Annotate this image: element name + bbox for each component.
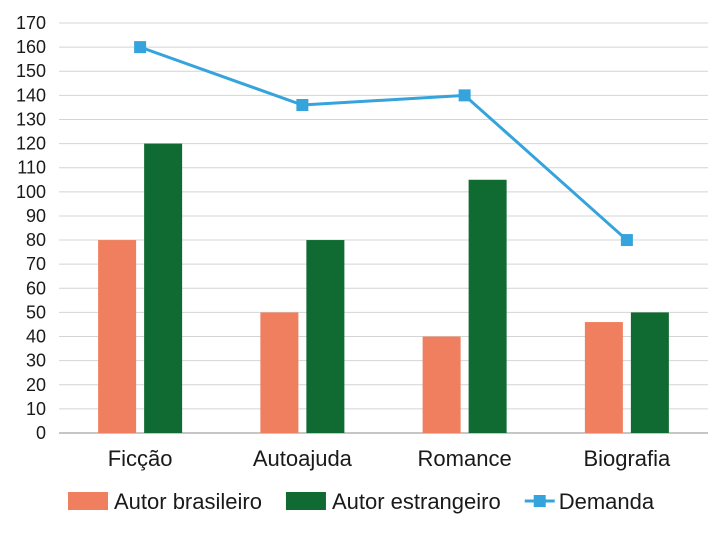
- bar: [422, 336, 461, 433]
- y-tick-label: 160: [16, 37, 46, 57]
- legend-marker: [533, 495, 546, 507]
- y-tick-label: 120: [16, 134, 46, 154]
- bar: [260, 312, 299, 433]
- bar: [144, 143, 183, 433]
- bar: [306, 240, 345, 433]
- line-point: [134, 41, 147, 54]
- x-tick-label: Biografia: [583, 446, 671, 471]
- y-tick-label: 60: [26, 278, 46, 298]
- bar: [584, 322, 623, 433]
- line-point: [296, 99, 309, 111]
- bar: [630, 312, 669, 433]
- y-tick-label: 100: [16, 182, 46, 202]
- bar: [468, 179, 507, 433]
- y-tick-label: 10: [26, 399, 46, 419]
- legend-label: Autor estrangeiro: [332, 489, 501, 514]
- y-tick-label: 70: [26, 254, 46, 274]
- y-tick-label: 0: [36, 423, 46, 443]
- line-point: [458, 89, 471, 102]
- y-tick-label: 170: [16, 13, 46, 33]
- legend-swatch: [285, 492, 326, 510]
- line-point: [620, 234, 633, 247]
- legend-swatch: [68, 492, 108, 510]
- y-tick-label: 110: [17, 158, 46, 178]
- y-tick-label: 150: [16, 61, 46, 81]
- legend-label: Demanda: [559, 489, 655, 514]
- x-tick-label: Ficção: [108, 446, 173, 471]
- legend-label: Autor brasileiro: [114, 489, 262, 514]
- y-tick-label: 40: [26, 327, 46, 347]
- y-tick-label: 20: [26, 375, 46, 395]
- y-tick-label: 30: [26, 351, 46, 371]
- x-tick-label: Autoajuda: [253, 446, 353, 471]
- x-tick-label: Romance: [418, 446, 512, 471]
- series-line-demanda: [139, 45, 628, 242]
- y-tick-label: 50: [26, 302, 46, 322]
- bar: [98, 240, 137, 433]
- y-tick-label: 140: [16, 85, 46, 105]
- y-tick-label: 80: [26, 230, 46, 250]
- y-tick-label: 90: [26, 206, 46, 226]
- y-tick-label: 130: [16, 109, 46, 129]
